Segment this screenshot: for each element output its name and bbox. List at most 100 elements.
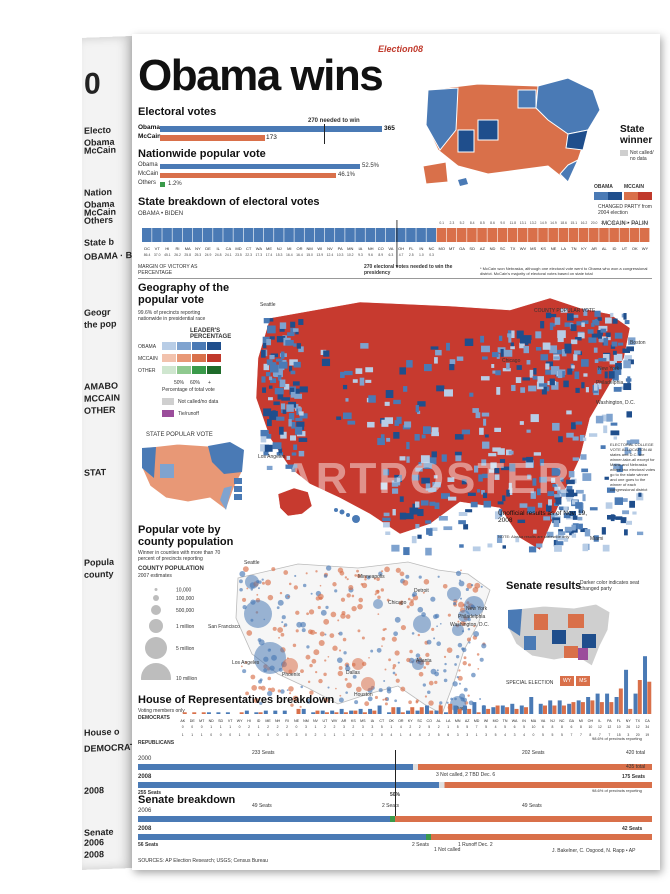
- side-text: Nation: [84, 186, 112, 198]
- county-cell: [613, 463, 620, 469]
- county-bubble: [422, 591, 425, 594]
- house-dem-count: 3: [362, 725, 364, 729]
- state-bar-label: ND: [490, 246, 496, 251]
- county-bubble: [306, 698, 312, 704]
- margin-label: 21.6: [601, 221, 608, 225]
- county-cell: [578, 523, 583, 530]
- county-cell: [575, 421, 583, 425]
- house-state-label: OK: [389, 719, 395, 723]
- county-cell: [572, 515, 578, 520]
- state-bar-nh: [365, 228, 376, 242]
- county-cell: [611, 341, 618, 347]
- county-bubble: [394, 673, 398, 676]
- county-cell: [269, 336, 275, 340]
- house-rep-bar: [476, 712, 481, 714]
- winner-mccain-label: MCCAIN: [624, 184, 644, 190]
- house-dem-count: 2: [333, 725, 335, 729]
- house-dem-count: 0: [201, 725, 203, 729]
- county-bubble: [364, 575, 367, 579]
- county-bubble: [309, 690, 314, 695]
- house-dem-bar: [557, 700, 562, 714]
- house-rep-bar: [543, 705, 547, 714]
- side-text: Electo: [84, 124, 112, 136]
- county-cell: [488, 469, 495, 473]
- house-rep-count: 3: [296, 733, 298, 737]
- county-bubble: [346, 593, 351, 598]
- county-cell: [581, 382, 585, 389]
- county-bubble: [338, 649, 342, 652]
- county-cell: [613, 386, 622, 392]
- county-bubble: [455, 654, 460, 659]
- county-cell: [279, 322, 287, 329]
- special-wy-swatch: WY: [560, 676, 574, 686]
- house-state-label: VA: [541, 719, 546, 723]
- state-bar-label: WY: [642, 246, 649, 251]
- county-bubble: [323, 618, 330, 625]
- county-cell: [467, 492, 476, 496]
- county-cell: [288, 419, 292, 427]
- county-cell: [532, 478, 537, 486]
- house-dem-bar: [576, 700, 581, 714]
- county-cell: [263, 318, 270, 324]
- house-dem-count: 12: [607, 725, 611, 729]
- house-2000-total: 420 total: [626, 750, 646, 756]
- house-rep-count: 0: [220, 733, 222, 737]
- county-bubble: [467, 628, 471, 631]
- county-bubble: [392, 666, 395, 670]
- house-rep-bar: [372, 710, 377, 714]
- house-rep-count: 0: [267, 733, 269, 737]
- county-cell: [441, 454, 447, 462]
- margin-label: 8.4: [470, 221, 475, 225]
- house-dem-count: 10: [532, 725, 536, 729]
- popular-others-value: 1.2%: [168, 181, 182, 187]
- senate-row-2006-year: 2006: [138, 808, 152, 814]
- county-bubble: [251, 684, 258, 691]
- county-bubble: [300, 621, 306, 628]
- house-rep-bar: [315, 710, 320, 714]
- house-rep-count: 1: [476, 733, 478, 737]
- county-bubble: [351, 594, 355, 598]
- county-cell: [555, 534, 565, 541]
- house-dem-count: 8: [552, 725, 554, 729]
- county-cell: [603, 425, 608, 434]
- county-bubble: [436, 641, 441, 647]
- margin-label: 5.2: [460, 221, 465, 225]
- county-bubble: [306, 645, 310, 649]
- county-cell: [543, 516, 551, 521]
- county-cell: [295, 388, 300, 395]
- state-bar-ut: [619, 228, 630, 242]
- house-rep-count: 7: [570, 733, 572, 737]
- house-dem-count: 4: [495, 725, 497, 729]
- margin-label: 14.9: [540, 221, 547, 225]
- county-bubble: [329, 633, 335, 638]
- county-cell: [380, 482, 388, 490]
- state-bar-ia: [355, 228, 365, 242]
- county-bubble: [480, 585, 483, 588]
- county-cell: [427, 457, 437, 465]
- county-cell: [290, 391, 296, 398]
- house-rep-bar: [429, 710, 434, 714]
- county-bubble: [425, 652, 430, 657]
- county-cell: [591, 322, 595, 327]
- county-cell: [278, 447, 283, 454]
- house-dem-bar: [586, 697, 591, 714]
- county-cell: [555, 541, 564, 546]
- side-text: the pop: [84, 318, 117, 330]
- county-cell: [404, 421, 412, 428]
- county-cell: [261, 349, 266, 358]
- county-cell: [425, 483, 431, 491]
- side-text: Popula: [84, 556, 115, 568]
- county-cell: [516, 330, 524, 339]
- house-dem-count: 6: [570, 725, 572, 729]
- house-dem-bar: [481, 705, 486, 714]
- house-rep-count: 5: [561, 733, 563, 737]
- county-cell: [551, 477, 556, 483]
- state-bar-label: MA: [185, 246, 191, 251]
- county-bubble: [300, 669, 304, 674]
- county-cell: [535, 331, 542, 339]
- scale-note: Percentage of total vote: [162, 387, 215, 393]
- fifty-percent-label: 50%: [390, 792, 401, 798]
- county-cell: [581, 359, 589, 367]
- margin-label: 15.3: [276, 253, 283, 257]
- house-rep-count: 4: [419, 733, 421, 737]
